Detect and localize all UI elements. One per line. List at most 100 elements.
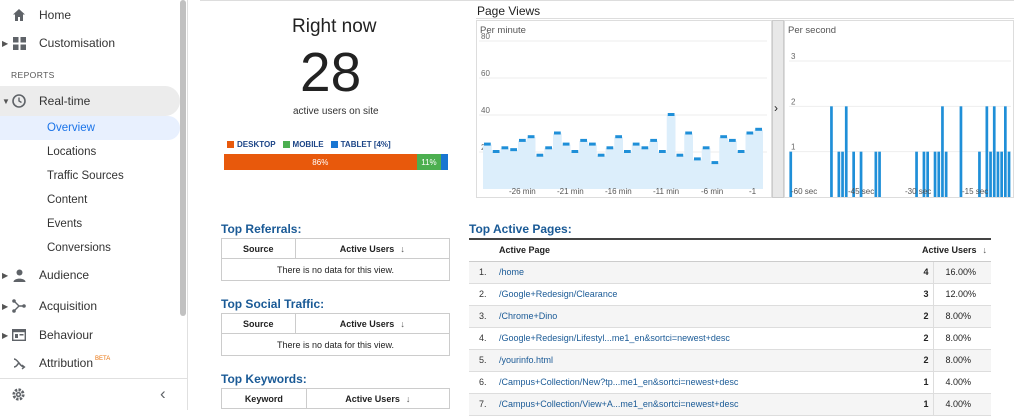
users-count-cell: 1 (917, 371, 933, 394)
right-now-title: Right now (292, 16, 377, 37)
legend-mobile: MOBILE (282, 140, 324, 149)
sidebar-item-audience[interactable]: ▶ Audience (0, 260, 180, 290)
table-row: 1./home 4 16.00% (469, 261, 991, 284)
users-percent-cell: 8.00% (932, 305, 991, 328)
active-users-column-header[interactable]: Active Users ↓ (294, 313, 451, 334)
page-link[interactable]: /Google+Redesign/Clearance (499, 283, 917, 306)
keyword-column-header[interactable]: Keyword (221, 388, 307, 409)
expand-caret-icon: ▶ (2, 38, 9, 48)
page-link[interactable]: /home (499, 261, 917, 284)
sidebar-subitem-content[interactable]: Content (0, 188, 180, 212)
per-minute-bar (667, 113, 675, 116)
sidebar-item-label: Real-time (39, 94, 91, 108)
legend-label: TABLET [4%] (340, 140, 391, 149)
per-minute-bar (720, 135, 727, 139)
per-minute-chart: Per minute 80604020-26 min-21 min-16 min… (476, 20, 772, 198)
empty-message: There is no data for this view. (221, 333, 450, 356)
page-link[interactable]: /Campus+Collection/New?tp...me1_en&sortc… (499, 371, 917, 394)
active-page-column-header[interactable]: Active Page (499, 238, 917, 262)
per-second-label: Per second (788, 25, 837, 36)
per-minute-bar (694, 157, 701, 161)
sort-arrow-icon[interactable]: ↓ (400, 243, 405, 254)
active-users-column-header[interactable]: Active Users ↓ (305, 388, 451, 409)
sidebar-item-acquisition[interactable]: ▶ Acquisition (0, 291, 180, 321)
active-users-column-header[interactable]: Active Users ↓ (917, 238, 991, 262)
per-minute-bar (737, 150, 745, 153)
sidebar-subitem-conversions[interactable]: Conversions (0, 236, 180, 260)
per-minute-bar (650, 138, 657, 142)
rank-cell: 6. (469, 371, 499, 394)
column-label: Active Users (345, 393, 400, 404)
x-tick-label: -45 sec (848, 187, 874, 196)
page-link[interactable]: /yourinfo.html (499, 349, 917, 372)
per-minute-bar (519, 138, 526, 142)
per-minute-bar (580, 138, 587, 142)
sidebar-item-home[interactable]: Home (0, 0, 180, 30)
page-link[interactable]: /Campus+Collection/View+A...me1_en&sortc… (499, 393, 917, 416)
sidebar-subitem-label: Conversions (47, 242, 111, 254)
sort-arrow-icon[interactable]: ↓ (982, 245, 988, 256)
sidebar-item-label: Attribution BETA (39, 356, 110, 370)
page-link[interactable]: /Chrome+Dino (499, 305, 917, 328)
source-column-header[interactable]: Source (221, 238, 296, 259)
x-tick-label: -1 (749, 187, 757, 196)
per-minute-bar (746, 131, 754, 135)
users-count-cell: 2 (917, 305, 933, 328)
gear-icon[interactable] (11, 387, 26, 407)
behaviour-window-icon (12, 328, 26, 342)
beta-badge: BETA (95, 356, 111, 362)
sidebar-item-attribution[interactable]: Attribution BETA (0, 348, 180, 378)
device-legend: DESKTOP MOBILE TABLET [4%] (227, 140, 391, 149)
sidebar-item-customisation[interactable]: ▶ Customisation (0, 28, 180, 58)
per-second-bar (1004, 106, 1007, 197)
collapse-caret-icon: ▼ (2, 96, 10, 106)
table-row: 3./Chrome+Dino 2 8.00% (469, 305, 991, 328)
active-users-column-header[interactable]: Active Users ↓ (294, 238, 451, 259)
y-tick-label: 60 (481, 69, 490, 78)
per-minute-bar (501, 146, 509, 150)
sidebar-subitem-locations[interactable]: Locations (0, 140, 180, 164)
per-second-bar (989, 151, 992, 197)
collapse-sidebar-icon[interactable]: ‹ (160, 384, 166, 403)
users-percent-cell: 16.00% (932, 261, 991, 284)
home-icon (12, 8, 26, 22)
top-pages-title: Top Active Pages: (469, 222, 572, 236)
per-second-bar (844, 106, 848, 197)
sidebar-subitem-label: Events (47, 218, 83, 230)
rank-cell: 4. (469, 327, 499, 350)
per-minute-bar (676, 153, 684, 157)
per-second-bar (789, 151, 793, 197)
sort-arrow-icon[interactable]: ↓ (405, 393, 411, 404)
sidebar-subitem-overview[interactable]: Overview (0, 116, 180, 140)
sidebar-subitem-label: Overview (47, 122, 95, 134)
sidebar-item-label: Behaviour (39, 328, 94, 342)
per-minute-bar (685, 131, 692, 135)
x-tick-label: -21 min (557, 187, 584, 196)
per-second-bar (841, 151, 844, 197)
sidebar-item-label: Home (39, 8, 72, 22)
sidebar-subitem-traffic-sources[interactable]: Traffic Sources (0, 164, 180, 188)
per-minute-bar (510, 148, 517, 152)
per-minute-bar (615, 135, 622, 139)
active-users-count: 28 (300, 41, 362, 103)
expand-arrow-icon[interactable]: › (774, 101, 778, 115)
page-link[interactable]: /Google+Redesign/Lifestyl...me1_en&sortc… (499, 327, 917, 350)
legend-label: DESKTOP (237, 140, 276, 149)
sidebar-item-realtime[interactable]: ▼ Real-time (0, 86, 180, 116)
chart-divider-handle[interactable]: › (772, 20, 784, 198)
top-social-title: Top Social Traffic: (221, 297, 325, 311)
sidebar-item-behaviour[interactable]: ▶ Behaviour (0, 320, 180, 350)
sidebar-subitem-events[interactable]: Events (0, 212, 180, 236)
per-minute-bar (554, 131, 561, 135)
segment-mobile: 11% (416, 154, 442, 170)
y-tick-label: 40 (481, 106, 490, 115)
per-minute-area (483, 115, 763, 189)
x-tick-label: -26 min (509, 187, 536, 196)
per-second-chart: Per second 3 2 1 -60 sec -45 sec -30 sec -15 s… (784, 20, 1014, 198)
legend-tablet: TABLET [4%] (330, 140, 391, 149)
sidebar-scrollbar[interactable] (180, 0, 186, 316)
source-column-header[interactable]: Source (221, 313, 296, 334)
attribution-label: Attribution (39, 356, 94, 370)
per-second-bar (933, 151, 937, 197)
sort-arrow-icon[interactable]: ↓ (400, 318, 405, 329)
